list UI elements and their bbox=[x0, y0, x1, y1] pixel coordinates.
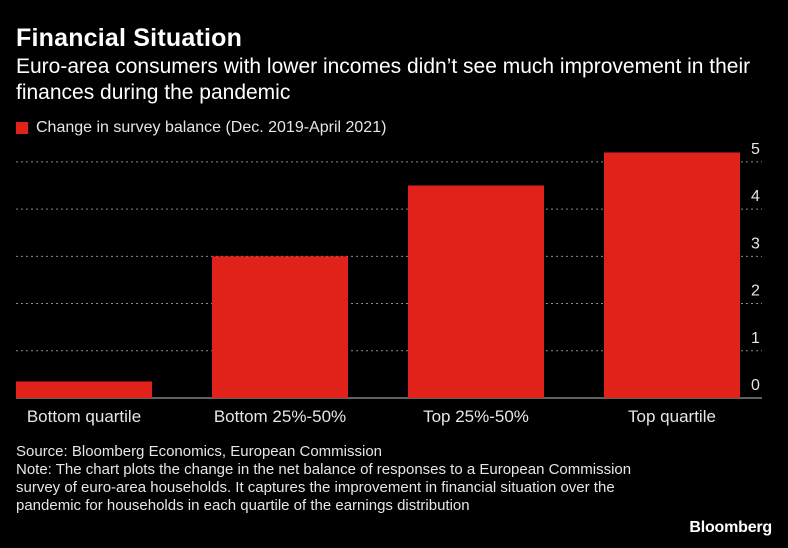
y-tick-label: 0 bbox=[751, 377, 760, 394]
chart-title: Financial Situation bbox=[16, 24, 243, 52]
bar bbox=[16, 381, 152, 398]
y-tick-label: 2 bbox=[751, 283, 760, 300]
bar bbox=[604, 152, 740, 398]
legend: Change in survey balance (Dec. 2019-Apri… bbox=[16, 119, 386, 137]
legend-label: Change in survey balance (Dec. 2019-Apri… bbox=[36, 119, 387, 136]
y-tick-label: 1 bbox=[751, 330, 760, 347]
y-tick-label: 5 bbox=[751, 141, 760, 158]
brand-logo: Bloomberg bbox=[689, 519, 772, 536]
y-tick-label: 4 bbox=[751, 188, 760, 205]
x-tick-label: Bottom quartile bbox=[27, 407, 141, 426]
chart-subtitle: Euro-area consumers with lower incomes d… bbox=[16, 55, 751, 104]
x-tick-label: Top 25%-50% bbox=[423, 407, 529, 426]
legend-swatch bbox=[16, 122, 28, 134]
x-tick-label: Bottom 25%-50% bbox=[214, 407, 346, 426]
bar bbox=[212, 256, 348, 398]
x-tick-label: Top quartile bbox=[628, 407, 716, 426]
y-tick-label: 3 bbox=[751, 235, 760, 252]
source-note: Source: Bloomberg Economics, European Co… bbox=[16, 443, 382, 460]
methodology-note: Note: The chart plots the change in the … bbox=[16, 461, 632, 514]
footer: Source: Bloomberg Economics, European Co… bbox=[16, 443, 656, 515]
bar bbox=[408, 185, 544, 398]
